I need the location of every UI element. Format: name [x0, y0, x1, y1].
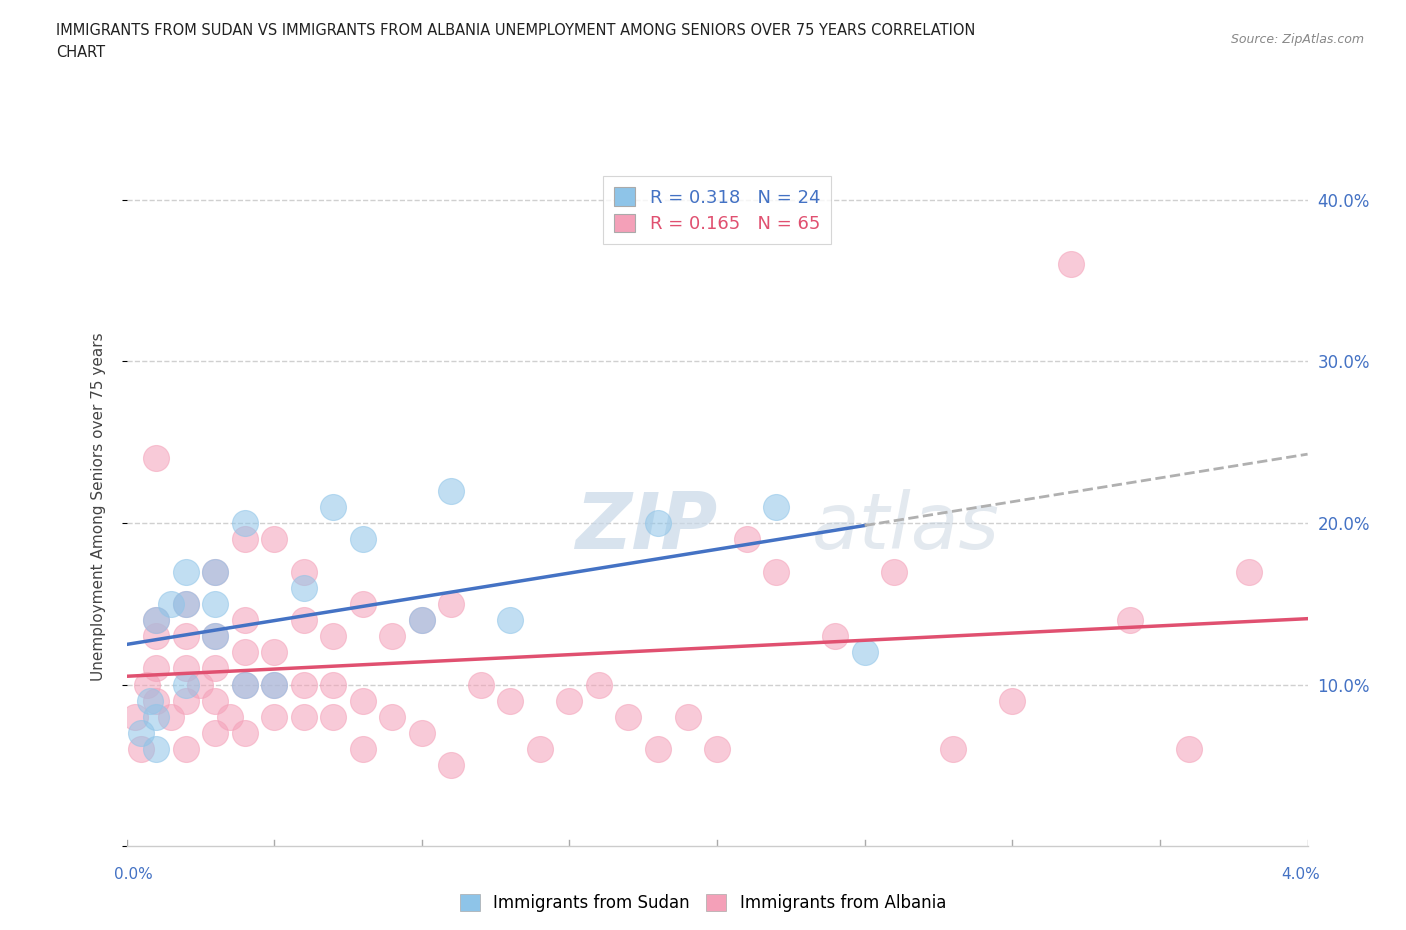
Point: [883, 565, 905, 579]
Point: [411, 725, 433, 740]
Point: [411, 613, 433, 628]
Point: [136, 677, 159, 692]
Point: [440, 484, 463, 498]
Point: [233, 644, 256, 659]
Point: [292, 580, 315, 595]
Point: [824, 629, 846, 644]
Point: [233, 725, 256, 740]
Point: [352, 742, 374, 757]
Point: [647, 742, 669, 757]
Point: [352, 596, 374, 611]
Text: atlas: atlas: [811, 489, 1000, 565]
Point: [204, 629, 226, 644]
Point: [470, 677, 492, 692]
Point: [765, 499, 787, 514]
Point: [174, 661, 197, 676]
Point: [124, 710, 146, 724]
Point: [129, 725, 153, 740]
Legend: Immigrants from Sudan, Immigrants from Albania: Immigrants from Sudan, Immigrants from A…: [460, 895, 946, 912]
Point: [322, 499, 344, 514]
Point: [1001, 694, 1024, 709]
Point: [129, 742, 153, 757]
Point: [145, 613, 167, 628]
Point: [204, 725, 226, 740]
Point: [160, 596, 183, 611]
Point: [145, 613, 167, 628]
Point: [440, 596, 463, 611]
Text: CHART: CHART: [56, 45, 105, 60]
Point: [440, 758, 463, 773]
Point: [765, 565, 787, 579]
Point: [322, 710, 344, 724]
Point: [647, 515, 669, 530]
Point: [174, 565, 197, 579]
Point: [735, 532, 758, 547]
Point: [1119, 613, 1142, 628]
Text: 4.0%: 4.0%: [1281, 867, 1320, 882]
Point: [145, 451, 167, 466]
Point: [263, 677, 285, 692]
Point: [204, 629, 226, 644]
Point: [1178, 742, 1201, 757]
Point: [322, 629, 344, 644]
Point: [204, 565, 226, 579]
Point: [204, 694, 226, 709]
Point: [381, 629, 404, 644]
Legend: R = 0.318   N = 24, R = 0.165   N = 65: R = 0.318 N = 24, R = 0.165 N = 65: [603, 177, 831, 244]
Y-axis label: Unemployment Among Seniors over 75 years: Unemployment Among Seniors over 75 years: [91, 333, 105, 681]
Point: [1237, 565, 1260, 579]
Point: [204, 596, 226, 611]
Point: [411, 613, 433, 628]
Point: [139, 694, 162, 709]
Point: [676, 710, 699, 724]
Point: [145, 710, 167, 724]
Point: [233, 613, 256, 628]
Point: [145, 661, 167, 676]
Point: [204, 565, 226, 579]
Point: [263, 677, 285, 692]
Text: ZIP: ZIP: [575, 489, 717, 565]
Point: [292, 677, 315, 692]
Point: [145, 629, 167, 644]
Point: [499, 613, 522, 628]
Point: [219, 710, 242, 724]
Point: [853, 644, 876, 659]
Point: [204, 661, 226, 676]
Point: [292, 710, 315, 724]
Text: IMMIGRANTS FROM SUDAN VS IMMIGRANTS FROM ALBANIA UNEMPLOYMENT AMONG SENIORS OVER: IMMIGRANTS FROM SUDAN VS IMMIGRANTS FROM…: [56, 23, 976, 38]
Point: [381, 710, 404, 724]
Point: [145, 742, 167, 757]
Point: [1060, 257, 1083, 272]
Point: [188, 677, 211, 692]
Text: Source: ZipAtlas.com: Source: ZipAtlas.com: [1230, 33, 1364, 46]
Point: [499, 694, 522, 709]
Point: [233, 677, 256, 692]
Point: [160, 710, 183, 724]
Point: [942, 742, 965, 757]
Point: [174, 596, 197, 611]
Point: [322, 677, 344, 692]
Point: [292, 565, 315, 579]
Point: [233, 677, 256, 692]
Point: [174, 742, 197, 757]
Point: [558, 694, 581, 709]
Point: [233, 515, 256, 530]
Point: [174, 694, 197, 709]
Point: [263, 644, 285, 659]
Point: [529, 742, 551, 757]
Point: [617, 710, 640, 724]
Point: [174, 629, 197, 644]
Point: [706, 742, 728, 757]
Text: 0.0%: 0.0%: [114, 867, 153, 882]
Point: [145, 694, 167, 709]
Point: [588, 677, 610, 692]
Point: [174, 596, 197, 611]
Point: [263, 532, 285, 547]
Point: [233, 532, 256, 547]
Point: [174, 677, 197, 692]
Point: [263, 710, 285, 724]
Point: [292, 613, 315, 628]
Point: [352, 532, 374, 547]
Point: [352, 694, 374, 709]
